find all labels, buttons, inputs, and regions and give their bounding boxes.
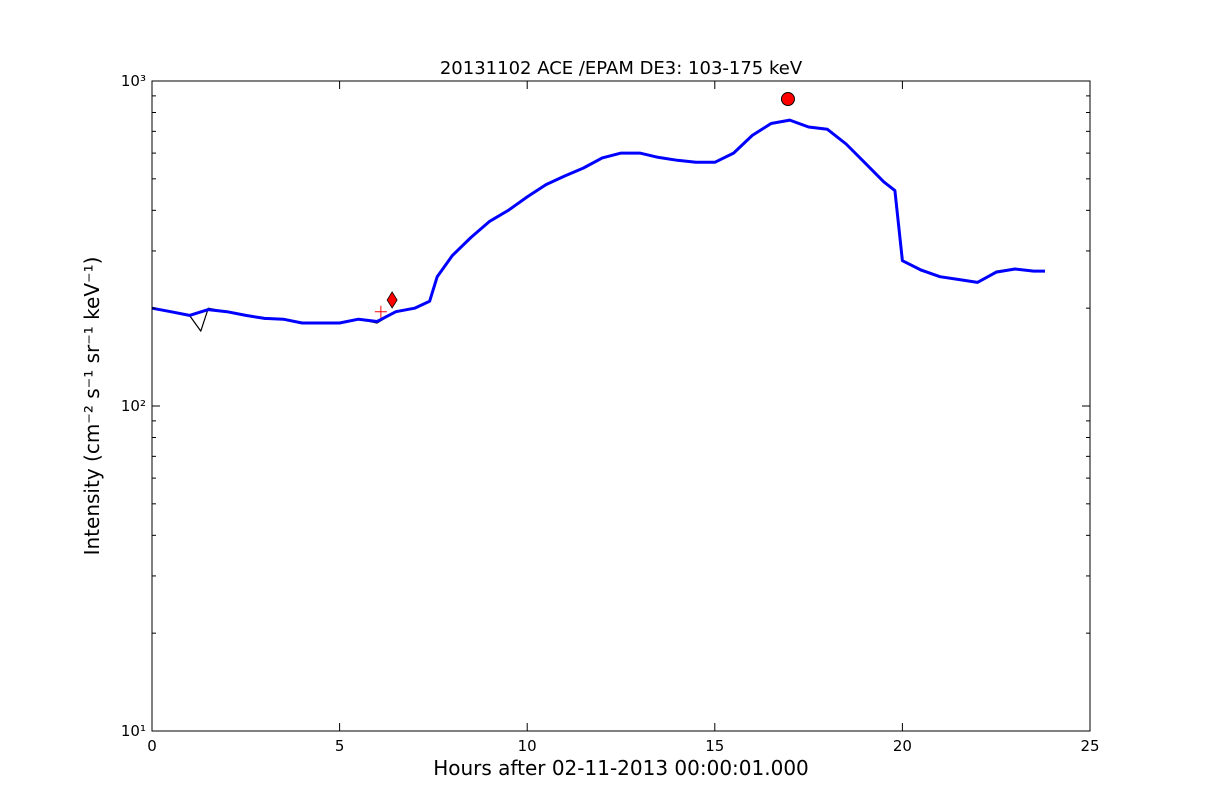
x-tick-label: 5 <box>335 737 345 755</box>
y-tick-label: 10¹ <box>121 722 146 740</box>
y-axis-label: Intensity (cm⁻² s⁻¹ sr⁻¹ keV⁻¹) <box>80 257 104 556</box>
chart-title: 20131102 ACE /EPAM DE3: 103-175 keV <box>440 58 803 79</box>
series-line-1 <box>151 118 1045 325</box>
x-tick-label: 0 <box>147 737 157 755</box>
x-tick-label: 20 <box>893 737 912 755</box>
y-tick-label: 10³ <box>121 72 146 90</box>
plot-markers-group <box>374 92 795 318</box>
x-tick-label: 10 <box>518 737 537 755</box>
marker-plus-2 <box>374 305 387 318</box>
marker-diamond-1 <box>386 291 398 309</box>
axis-ticks-group: 0 5 10 15 20 25 10¹ 10² 10³ <box>121 72 1100 755</box>
marker-circle-0 <box>780 92 795 107</box>
y-tick-label: 10² <box>121 397 146 415</box>
plot-series-group <box>151 118 1045 332</box>
x-tick-label: 25 <box>1080 737 1099 755</box>
x-tick-label: 15 <box>705 737 724 755</box>
x-axis-label: Hours after 02-11-2013 00:00:01.000 <box>433 756 809 780</box>
